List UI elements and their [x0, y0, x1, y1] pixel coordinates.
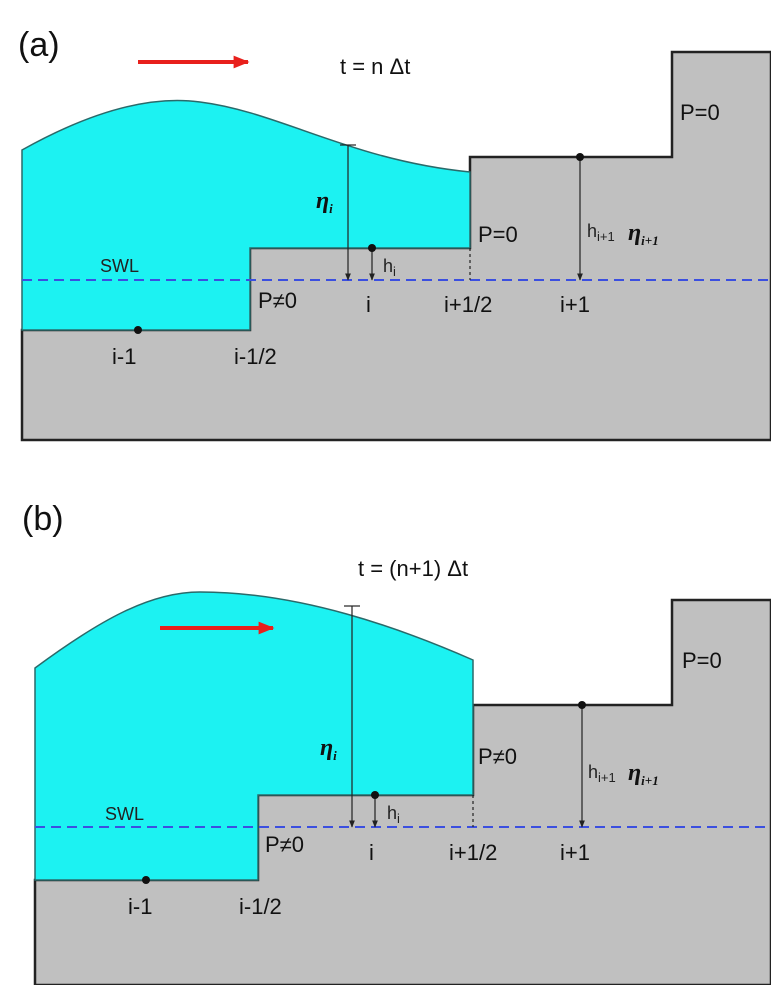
node-label: i+1 [560, 840, 590, 865]
panel-a: (a) t = n Δt SWL P=0 P=0 P≠0 ηi hi hi+1 … [18, 26, 771, 440]
pressure: P=0 [682, 648, 722, 673]
node-label: i-1 [112, 344, 136, 369]
symbol: η [320, 735, 333, 761]
node-label: i-1 [128, 894, 152, 919]
panel-b: (b) t = (n+1) Δt SWL P=0 P≠0 P≠0 ηi hi h… [22, 500, 771, 985]
swl-label: SWL [100, 256, 139, 276]
time: t = (n+1) Δt [358, 556, 468, 581]
symbol: h [387, 803, 397, 823]
panel-label: (b) [22, 500, 64, 538]
swl-label: SWL [105, 804, 144, 824]
subscript: i [397, 811, 400, 826]
symbol: η [316, 188, 329, 214]
symbol: h [587, 221, 597, 241]
node-label: i+1/2 [444, 292, 492, 317]
subscript: i+1 [598, 770, 616, 785]
pressure: P≠0 [265, 832, 304, 857]
subscript: i+1 [641, 773, 659, 788]
node [368, 244, 376, 252]
node-label: i+1/2 [449, 840, 497, 865]
node [371, 791, 379, 799]
subscript: i [333, 748, 337, 763]
symbol: η [628, 760, 641, 786]
subscript: i [393, 264, 396, 279]
pressure: P=0 [680, 100, 720, 125]
subscript: i+1 [641, 233, 659, 248]
pressure: P=0 [478, 222, 518, 247]
node [134, 326, 142, 334]
node-label: i-1/2 [239, 894, 282, 919]
node-label: i-1/2 [234, 344, 277, 369]
panel-label: (a) [18, 26, 60, 64]
symbol: η [628, 220, 641, 246]
symbol: h [588, 762, 598, 782]
node-label: i [369, 840, 374, 865]
time: t = n Δt [340, 54, 410, 79]
subscript: i+1 [597, 229, 615, 244]
node [576, 153, 584, 161]
pressure: P≠0 [258, 288, 297, 313]
diagram: (a) t = n Δt SWL P=0 P=0 P≠0 ηi hi hi+1 … [0, 0, 771, 985]
node [142, 876, 150, 884]
node-label: i [366, 292, 371, 317]
node [578, 701, 586, 709]
node-label: i+1 [560, 292, 590, 317]
pressure: P≠0 [478, 744, 517, 769]
symbol: h [383, 256, 393, 276]
subscript: i [329, 201, 333, 216]
